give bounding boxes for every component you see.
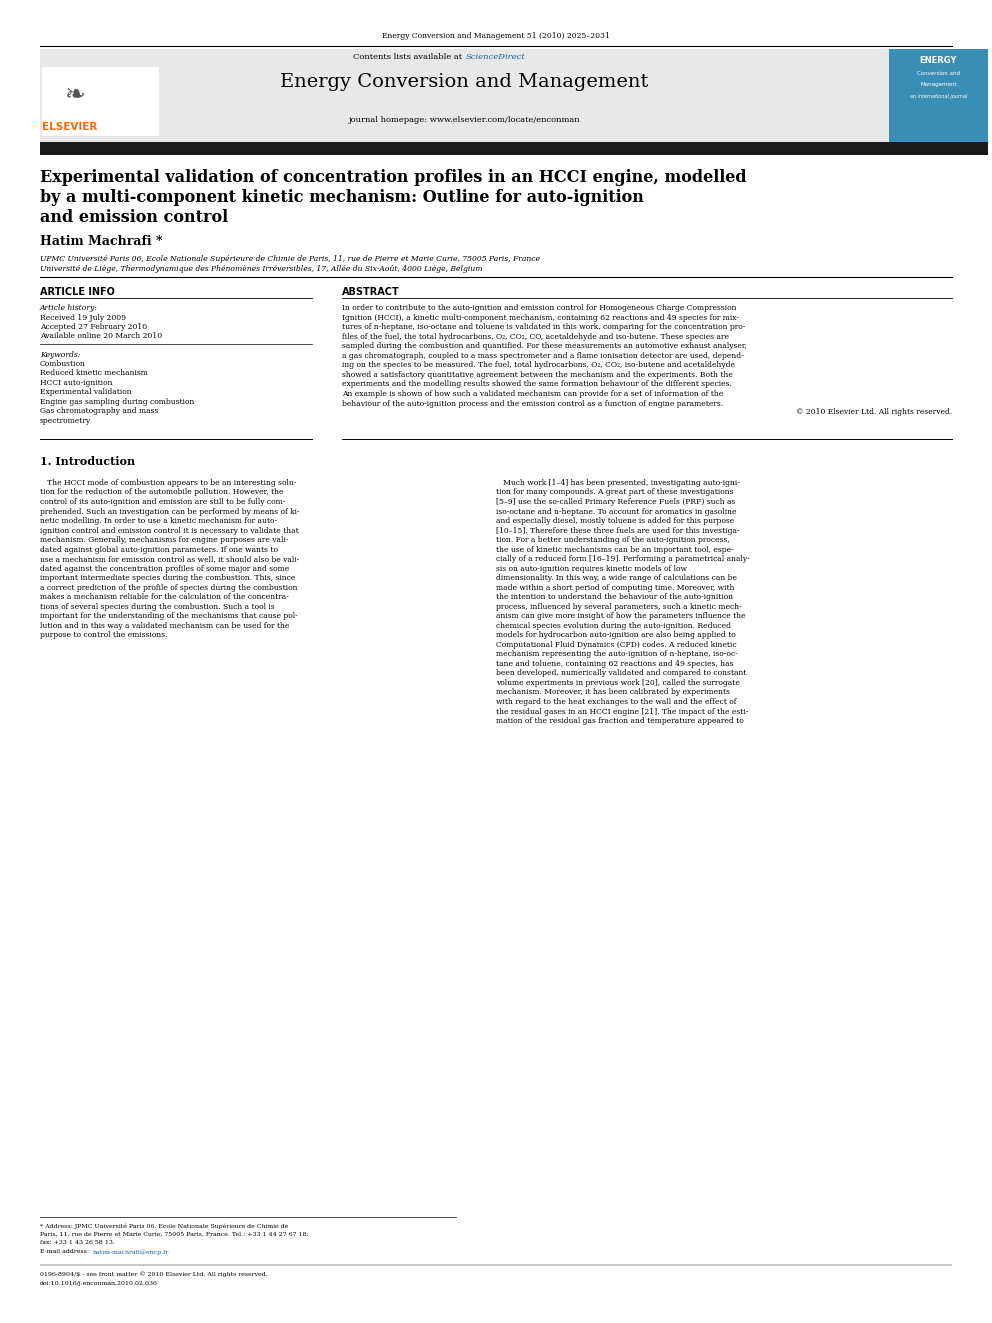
Text: Computational Fluid Dynamics (CFD) codes. A reduced kinetic: Computational Fluid Dynamics (CFD) codes… — [496, 640, 737, 648]
Text: lution and in this way a validated mechanism can be used for the: lution and in this way a validated mecha… — [40, 622, 289, 630]
Text: tane and toluene, containing 62 reactions and 49 species, has: tane and toluene, containing 62 reaction… — [496, 660, 733, 668]
Text: iso-octane and n-heptane. To account for aromatics in gasoline: iso-octane and n-heptane. To account for… — [496, 508, 736, 516]
Text: Accepted 27 February 2010: Accepted 27 February 2010 — [40, 323, 147, 331]
Text: Université de Liège, Thermodynamique des Phénomènes Irréversibles, 17, Allée du : Université de Liège, Thermodynamique des… — [40, 265, 482, 273]
Text: 1. Introduction: 1. Introduction — [40, 456, 135, 467]
Text: Engine gas sampling during combustion: Engine gas sampling during combustion — [40, 398, 194, 406]
Text: sis on auto-ignition requires kinetic models of low: sis on auto-ignition requires kinetic mo… — [496, 565, 687, 573]
Text: tures of n-heptane, iso-octane and toluene is validated in this work, comparing : tures of n-heptane, iso-octane and tolue… — [342, 323, 746, 331]
Bar — [40, 49, 889, 142]
Text: and especially diesel, mostly toluene is added for this purpose: and especially diesel, mostly toluene is… — [496, 517, 734, 525]
Text: prehended. Such an investigation can be performed by means of ki-: prehended. Such an investigation can be … — [40, 508, 300, 516]
Text: by a multi-component kinetic mechanism: Outline for auto-ignition: by a multi-component kinetic mechanism: … — [40, 189, 644, 206]
Text: tions of several species during the combustion. Such a tool is: tions of several species during the comb… — [40, 603, 275, 611]
Text: Experimental validation of concentration profiles in an HCCI engine, modelled: Experimental validation of concentration… — [40, 169, 746, 187]
Text: Contents lists available at: Contents lists available at — [352, 53, 464, 61]
Text: The HCCI mode of combustion appears to be an interesting solu-: The HCCI mode of combustion appears to b… — [40, 479, 296, 487]
Text: Energy Conversion and Management 51 (2010) 2025–2031: Energy Conversion and Management 51 (201… — [382, 32, 610, 40]
Text: a gas chromatograph, coupled to a mass spectrometer and a flame ionisation detec: a gas chromatograph, coupled to a mass s… — [342, 352, 744, 360]
Text: ABSTRACT: ABSTRACT — [342, 287, 400, 298]
Text: models for hydrocarbon auto-ignition are also being applied to: models for hydrocarbon auto-ignition are… — [496, 631, 736, 639]
Text: An example is shown of how such a validated mechanism can provide for a set of i: An example is shown of how such a valida… — [342, 390, 723, 398]
Text: purpose to control the emissions.: purpose to control the emissions. — [40, 631, 168, 639]
Text: netic modelling. In order to use a kinetic mechanism for auto-: netic modelling. In order to use a kinet… — [40, 517, 277, 525]
Text: Hatim Machrafi *: Hatim Machrafi * — [40, 235, 162, 249]
Text: Reduced kinetic mechanism: Reduced kinetic mechanism — [40, 369, 148, 377]
Text: Gas chromatography and mass: Gas chromatography and mass — [40, 407, 158, 415]
Bar — [42, 67, 159, 136]
Text: and emission control: and emission control — [40, 209, 228, 226]
Bar — [889, 49, 988, 142]
Text: tion. For a better understanding of the auto-ignition process,: tion. For a better understanding of the … — [496, 536, 730, 544]
Text: ScienceDirect: ScienceDirect — [466, 53, 526, 61]
Text: makes a mechanism reliable for the calculation of the concentra-: makes a mechanism reliable for the calcu… — [40, 593, 289, 601]
Text: Received 19 July 2009: Received 19 July 2009 — [40, 314, 126, 321]
Text: 0196-8904/$ - see front matter © 2010 Elsevier Ltd. All rights reserved.: 0196-8904/$ - see front matter © 2010 El… — [40, 1271, 268, 1277]
Text: hatim-machrafi@encp.fr: hatim-machrafi@encp.fr — [93, 1249, 170, 1254]
Text: chemical species evolution during the auto-ignition. Reduced: chemical species evolution during the au… — [496, 622, 731, 630]
Text: Available online 20 March 2010: Available online 20 March 2010 — [40, 332, 162, 340]
Text: with regard to the heat exchanges to the wall and the effect of: with regard to the heat exchanges to the… — [496, 699, 736, 706]
Text: © 2010 Elsevier Ltd. All rights reserved.: © 2010 Elsevier Ltd. All rights reserved… — [796, 407, 952, 415]
Text: mechanism representing the auto-ignition of n-heptane, iso-oc-: mechanism representing the auto-ignition… — [496, 651, 738, 659]
Text: behaviour of the auto-ignition process and the emission control as a function of: behaviour of the auto-ignition process a… — [342, 400, 723, 407]
Text: Experimental validation: Experimental validation — [40, 389, 131, 397]
Text: files of the fuel, the total hydrocarbons, O₂, CO₂, CO, acetaldehyde and iso-but: files of the fuel, the total hydrocarbon… — [342, 333, 729, 341]
Text: Conversion and: Conversion and — [917, 71, 960, 77]
Text: Much work [1–4] has been presented, investigating auto-igni-: Much work [1–4] has been presented, inve… — [496, 479, 740, 487]
Text: In order to contribute to the auto-ignition and emission control for Homogeneous: In order to contribute to the auto-ignit… — [342, 304, 737, 312]
Text: E-mail address:: E-mail address: — [40, 1249, 90, 1254]
Text: Keywords:: Keywords: — [40, 351, 80, 359]
Text: journal homepage: www.elsevier.com/locate/enconman: journal homepage: www.elsevier.com/locat… — [348, 116, 580, 124]
Text: mechanism. Moreover, it has been calibrated by experiments: mechanism. Moreover, it has been calibra… — [496, 688, 730, 696]
Text: process, influenced by several parameters, such a kinetic mech-: process, influenced by several parameter… — [496, 603, 742, 611]
Text: ignition control and emission control it is necessary to validate that: ignition control and emission control it… — [40, 527, 299, 534]
Text: showed a satisfactory quantitative agreement between the mechanism and the exper: showed a satisfactory quantitative agree… — [342, 370, 733, 378]
Text: dated against global auto-ignition parameters. If one wants to: dated against global auto-ignition param… — [40, 545, 278, 553]
Text: [10–15]. Therefore these three fuels are used for this investiga-: [10–15]. Therefore these three fuels are… — [496, 527, 740, 534]
Text: Management: Management — [921, 82, 956, 87]
Text: important for the understanding of the mechanisms that cause pol-: important for the understanding of the m… — [40, 613, 298, 620]
Text: * Address: JPMC Université Paris 06, Ecole Nationale Supérieure de Chimie de: * Address: JPMC Université Paris 06, Eco… — [40, 1224, 288, 1229]
Text: Combustion: Combustion — [40, 360, 85, 368]
Text: Ignition (HCCI), a kinetic multi-component mechanism, containing 62 reactions an: Ignition (HCCI), a kinetic multi-compone… — [342, 314, 739, 321]
Text: ARTICLE INFO: ARTICLE INFO — [40, 287, 114, 298]
Text: doi:10.1016/j.enconman.2010.02.036: doi:10.1016/j.enconman.2010.02.036 — [40, 1281, 158, 1286]
Text: tion for the reduction of the automobile pollution. However, the: tion for the reduction of the automobile… — [40, 488, 283, 496]
Text: the use of kinetic mechanisms can be an important tool, espe-: the use of kinetic mechanisms can be an … — [496, 545, 734, 553]
Bar — [40, 142, 988, 155]
Text: a correct prediction of the profile of species during the combustion: a correct prediction of the profile of s… — [40, 583, 298, 591]
Text: fax: +33 1 43 26 58 13.: fax: +33 1 43 26 58 13. — [40, 1240, 114, 1245]
Text: cially of a reduced form [16–19]. Performing a parametrical analy-: cially of a reduced form [16–19]. Perfor… — [496, 556, 750, 564]
Text: made within a short period of computing time. Moreover, with: made within a short period of computing … — [496, 583, 734, 591]
Text: [5–9] use the so-called Primary Reference Fuels (PRF) such as: [5–9] use the so-called Primary Referenc… — [496, 497, 735, 505]
Text: important intermediate species during the combustion. This, since: important intermediate species during th… — [40, 574, 295, 582]
Text: spectrometry: spectrometry — [40, 417, 91, 425]
Text: HCCI auto-ignition: HCCI auto-ignition — [40, 378, 112, 386]
Text: use a mechanism for emission control as well, it should also be vali-: use a mechanism for emission control as … — [40, 556, 299, 564]
Text: Article history:: Article history: — [40, 304, 97, 312]
Text: dimensionality. In this way, a wide range of calculations can be: dimensionality. In this way, a wide rang… — [496, 574, 737, 582]
Text: ENERGY: ENERGY — [920, 56, 957, 65]
Text: ❧: ❧ — [63, 83, 85, 107]
Text: mation of the residual gas fraction and temperature appeared to: mation of the residual gas fraction and … — [496, 717, 744, 725]
Text: volume experiments in previous work [20], called the surrogate: volume experiments in previous work [20]… — [496, 679, 740, 687]
Text: dated against the concentration profiles of some major and some: dated against the concentration profiles… — [40, 565, 289, 573]
Text: been developed, numerically validated and compared to constant: been developed, numerically validated an… — [496, 669, 747, 677]
Text: control of its auto-ignition and emission are still to be fully com-: control of its auto-ignition and emissio… — [40, 497, 285, 505]
Text: experiments and the modelling results showed the same formation behaviour of the: experiments and the modelling results sh… — [342, 381, 732, 389]
Text: the intention to understand the behaviour of the auto-ignition: the intention to understand the behaviou… — [496, 593, 733, 601]
Text: ELSEVIER: ELSEVIER — [42, 122, 97, 132]
Text: an international journal: an international journal — [910, 94, 967, 99]
Text: the residual gases in an HCCI engine [21]. The impact of the esti-: the residual gases in an HCCI engine [21… — [496, 708, 748, 716]
Text: tion for many compounds. A great part of these investigations: tion for many compounds. A great part of… — [496, 488, 733, 496]
Text: sampled during the combustion and quantified. For these measurements an automoti: sampled during the combustion and quanti… — [342, 343, 747, 351]
Text: ing on the species to be measured. The fuel, total hydrocarbons, O₂, CO₂, iso-bu: ing on the species to be measured. The f… — [342, 361, 735, 369]
Text: Energy Conversion and Management: Energy Conversion and Management — [280, 73, 649, 91]
Text: Paris, 11, rue de Pierre et Marie Curie, 75005 Paris, France. Tel.: +33 1 44 27 : Paris, 11, rue de Pierre et Marie Curie,… — [40, 1232, 309, 1237]
Text: anism can give more insight of how the parameters influence the: anism can give more insight of how the p… — [496, 613, 746, 620]
Text: UPMC Université Paris 06, Ecole Nationale Supérieure de Chimie de Paris, 11, rue: UPMC Université Paris 06, Ecole National… — [40, 255, 540, 263]
Text: mechanism. Generally, mechanisms for engine purposes are vali-: mechanism. Generally, mechanisms for eng… — [40, 536, 288, 544]
